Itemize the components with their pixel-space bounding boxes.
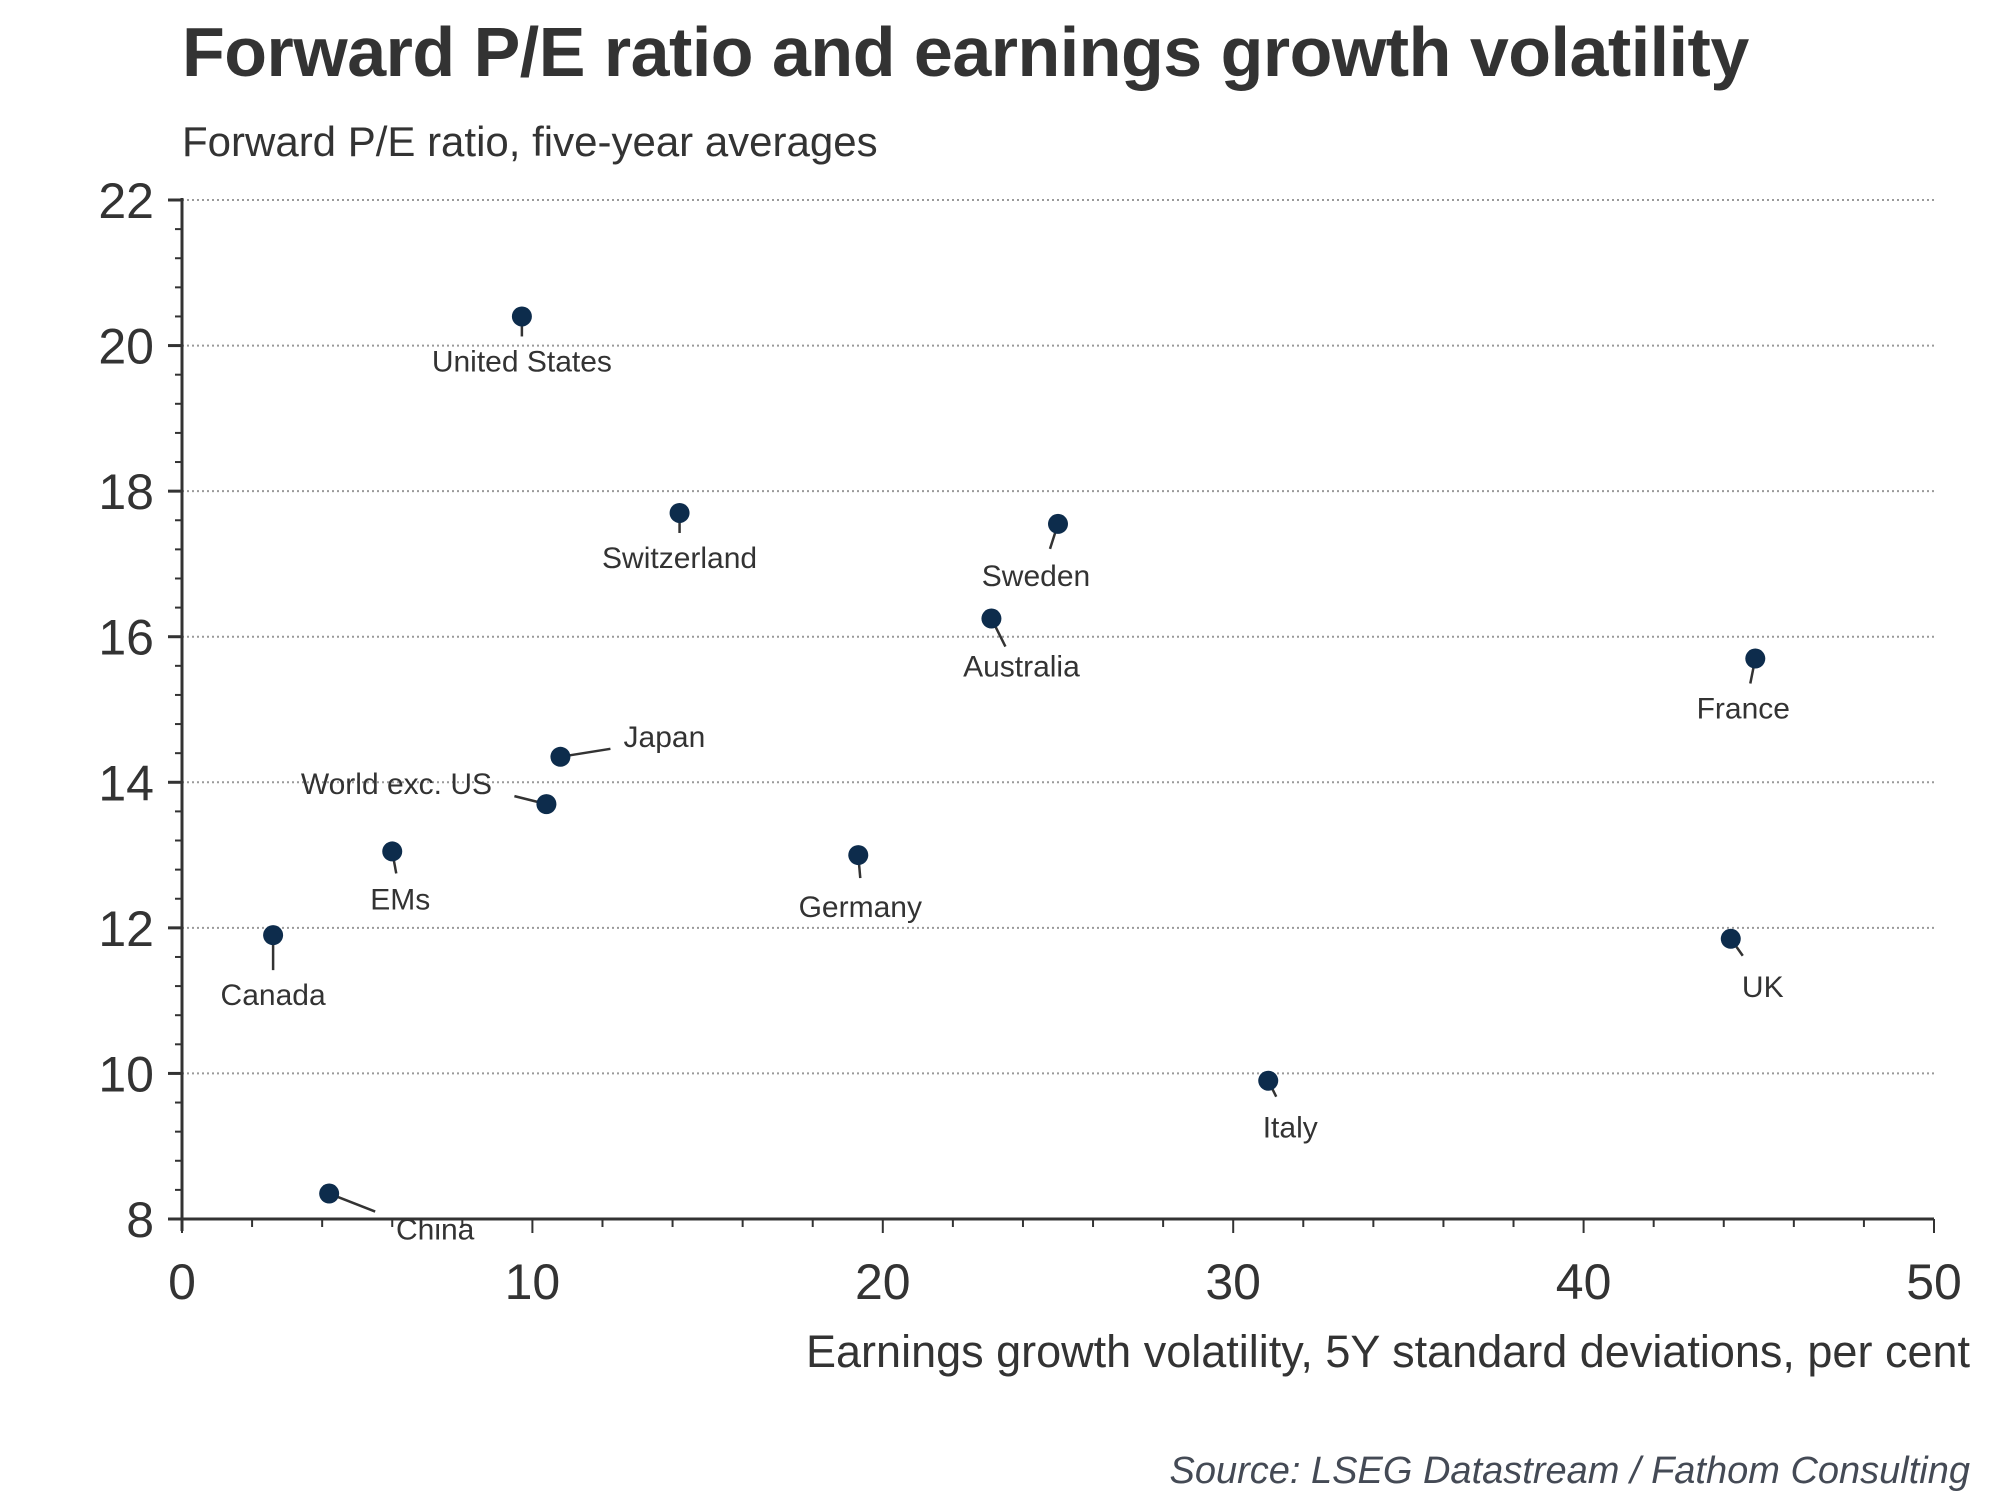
- x-tick-label: 50: [1906, 1254, 1962, 1310]
- data-point[interactable]: EMs: [370, 841, 430, 916]
- y-tick-label: 22: [98, 173, 154, 229]
- data-points: United States Switzerland Sweden Australia F…: [221, 306, 1790, 1247]
- y-tick-label: 14: [98, 755, 154, 811]
- chart-title: Forward P/E ratio and earnings growth vo…: [182, 13, 1749, 91]
- point-marker[interactable]: [981, 608, 1002, 629]
- data-point[interactable]: Sweden: [982, 513, 1090, 593]
- data-point[interactable]: World exc. US: [301, 768, 557, 815]
- y-tick-label: 8: [126, 1192, 154, 1248]
- point-label: World exc. US: [301, 768, 492, 801]
- gridlines: [182, 199, 1934, 1075]
- x-tick-label: 10: [505, 1254, 561, 1310]
- x-tick-label: 30: [1205, 1254, 1261, 1310]
- y-tick-label: 20: [98, 319, 154, 375]
- point-label: France: [1697, 693, 1790, 726]
- point-label: United States: [432, 345, 612, 378]
- tick-labels: 8 10 12 14 16 18 20 22 0 10 20 30 40 50: [98, 173, 1961, 1310]
- data-point[interactable]: Japan: [550, 721, 705, 767]
- point-marker[interactable]: [263, 925, 284, 946]
- axes: [168, 198, 1935, 1233]
- point-marker[interactable]: [550, 746, 571, 767]
- x-tick-label: 0: [168, 1254, 196, 1310]
- point-marker[interactable]: [669, 502, 690, 523]
- data-point[interactable]: Switzerland: [602, 502, 757, 575]
- point-marker[interactable]: [382, 841, 403, 862]
- point-label: Switzerland: [602, 542, 757, 575]
- point-label: Australia: [963, 651, 1080, 684]
- point-label: Germany: [799, 891, 922, 924]
- data-point[interactable]: UK: [1720, 928, 1784, 1004]
- point-marker[interactable]: [1720, 928, 1741, 949]
- point-marker[interactable]: [511, 306, 532, 327]
- point-marker[interactable]: [1258, 1070, 1279, 1091]
- point-label: EMs: [370, 883, 430, 916]
- data-point[interactable]: Germany: [799, 845, 922, 924]
- data-point[interactable]: China: [319, 1183, 475, 1247]
- point-label: Canada: [221, 979, 326, 1012]
- y-tick-label: 10: [98, 1046, 154, 1102]
- point-label: China: [396, 1214, 475, 1247]
- point-marker[interactable]: [848, 845, 869, 866]
- data-point[interactable]: Italy: [1258, 1070, 1318, 1145]
- point-label: Sweden: [982, 560, 1090, 593]
- point-marker[interactable]: [536, 794, 557, 815]
- point-marker[interactable]: [319, 1183, 340, 1204]
- y-tick-label: 12: [98, 901, 154, 957]
- data-point[interactable]: Australia: [963, 608, 1080, 684]
- x-axis-label: Earnings growth volatility, 5Y standard …: [806, 1326, 1970, 1377]
- data-point[interactable]: Canada: [221, 925, 326, 1012]
- chart-subtitle: Forward P/E ratio, five-year averages: [182, 118, 878, 165]
- y-tick-label: 16: [98, 610, 154, 666]
- point-label: Japan: [624, 721, 706, 754]
- x-tick-label: 40: [1556, 1254, 1612, 1310]
- x-tick-label: 20: [855, 1254, 911, 1310]
- y-tick-label: 18: [98, 464, 154, 520]
- source-note: Source: LSEG Datastream / Fathom Consult…: [1169, 1450, 1970, 1492]
- point-label: UK: [1742, 971, 1784, 1004]
- data-point[interactable]: France: [1697, 648, 1790, 726]
- point-marker[interactable]: [1745, 648, 1766, 669]
- data-point[interactable]: United States: [432, 306, 612, 378]
- point-label: Italy: [1263, 1112, 1318, 1145]
- point-marker[interactable]: [1048, 513, 1068, 534]
